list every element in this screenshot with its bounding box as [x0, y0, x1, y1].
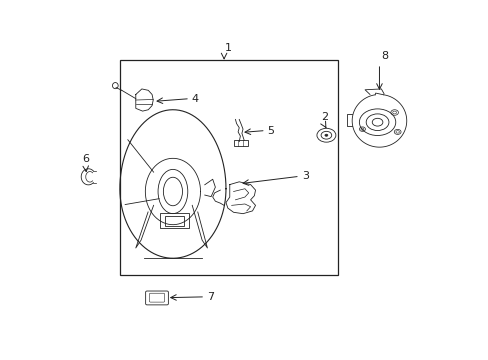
Text: 6: 6 — [82, 154, 89, 164]
Text: 4: 4 — [191, 94, 199, 104]
Text: 8: 8 — [381, 51, 388, 61]
Text: 2: 2 — [320, 112, 327, 122]
Circle shape — [324, 134, 327, 136]
Text: 7: 7 — [206, 292, 214, 302]
Bar — [120, 60, 337, 275]
Bar — [160, 213, 189, 228]
Bar — [165, 216, 184, 226]
Text: 1: 1 — [224, 43, 231, 53]
Text: 5: 5 — [267, 126, 274, 135]
Bar — [233, 140, 247, 146]
Text: 3: 3 — [301, 171, 308, 181]
